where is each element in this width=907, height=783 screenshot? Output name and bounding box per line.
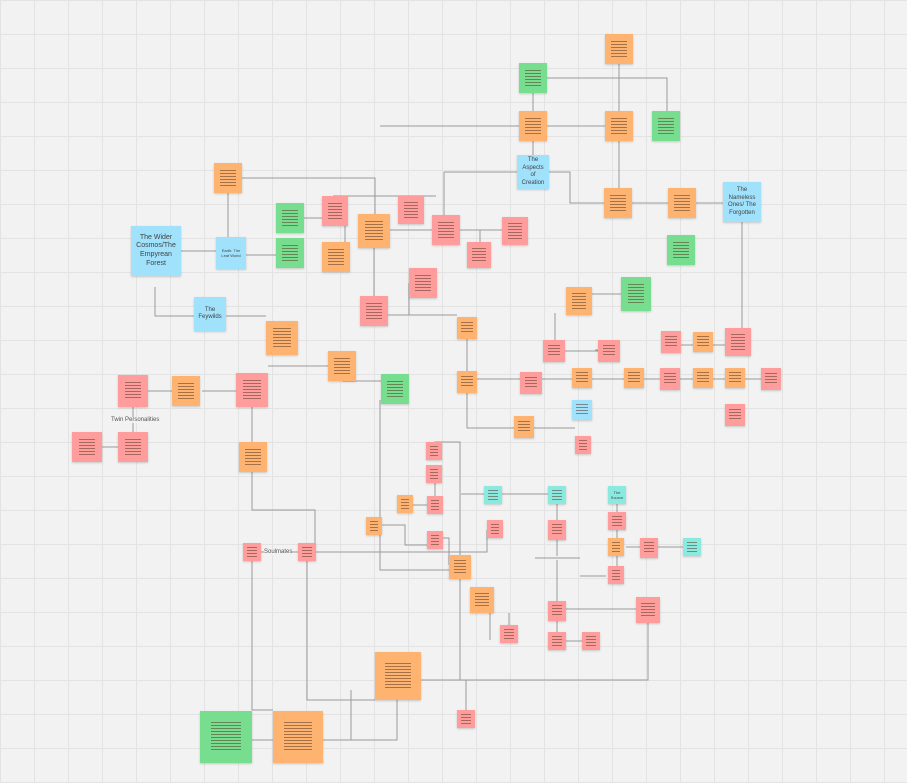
- sticky-note[interactable]: [548, 486, 566, 504]
- sticky-note[interactable]: [502, 217, 528, 245]
- sticky-note[interactable]: [457, 371, 477, 393]
- sticky-note[interactable]: [652, 111, 680, 141]
- sticky-note[interactable]: [426, 465, 442, 483]
- sticky-note[interactable]: [667, 235, 695, 265]
- sticky-note[interactable]: [608, 538, 624, 556]
- sticky-note[interactable]: [572, 400, 592, 420]
- sticky-note[interactable]: [470, 587, 494, 613]
- sticky-note[interactable]: [761, 368, 781, 390]
- sticky-note[interactable]: [660, 368, 680, 390]
- sticky-note[interactable]: [172, 376, 200, 406]
- sticky-note[interactable]: [72, 432, 102, 462]
- sticky-note-wider-cosmos[interactable]: The Wider Cosmos/The Empyrean Forest: [131, 226, 181, 276]
- sticky-note-nameless[interactable]: The Nameless Ones/ The Forgotten: [723, 182, 761, 222]
- connector-line[interactable]: [251, 561, 273, 711]
- connector-line[interactable]: [251, 472, 316, 543]
- sticky-note[interactable]: [548, 632, 566, 650]
- sticky-note[interactable]: [575, 436, 591, 454]
- sticky-note[interactable]: [266, 321, 298, 355]
- connector-line[interactable]: [306, 561, 375, 701]
- sticky-note[interactable]: [360, 296, 388, 326]
- sticky-note[interactable]: [484, 486, 502, 504]
- connector-line[interactable]: [466, 393, 575, 429]
- sticky-note-feywilds[interactable]: The Feywilds: [194, 297, 226, 331]
- sticky-note[interactable]: [487, 520, 503, 538]
- sticky-note[interactable]: [397, 495, 413, 513]
- sticky-note[interactable]: [725, 328, 751, 356]
- sticky-note[interactable]: [519, 63, 547, 93]
- connector-line[interactable]: [242, 177, 376, 214]
- sticky-note[interactable]: [432, 215, 460, 245]
- sticky-note[interactable]: [636, 597, 660, 623]
- sticky-note[interactable]: [624, 368, 644, 388]
- sticky-note[interactable]: [668, 188, 696, 218]
- sticky-note[interactable]: [640, 538, 658, 558]
- sticky-note[interactable]: [543, 340, 565, 362]
- sticky-note[interactable]: [725, 404, 745, 426]
- sticky-note[interactable]: [427, 496, 443, 514]
- sticky-note[interactable]: [514, 416, 534, 438]
- soulmates-label: Soulmates: [264, 549, 293, 555]
- sticky-note[interactable]: [200, 711, 252, 763]
- connector-line[interactable]: [154, 287, 194, 317]
- sticky-note[interactable]: [358, 214, 390, 248]
- sticky-note[interactable]: [598, 340, 620, 362]
- sticky-note[interactable]: [328, 351, 356, 381]
- sticky-note[interactable]: [236, 373, 268, 407]
- sticky-note-earth[interactable]: Earth: The Leaf World: [216, 237, 246, 269]
- sticky-note[interactable]: [548, 520, 566, 540]
- connector-line[interactable]: [379, 400, 470, 571]
- sticky-note[interactable]: [661, 331, 681, 353]
- sticky-note[interactable]: [118, 432, 148, 462]
- sticky-note[interactable]: [449, 555, 471, 579]
- sticky-note[interactable]: [457, 710, 475, 728]
- sticky-note[interactable]: [426, 442, 442, 460]
- sticky-note[interactable]: [566, 287, 592, 315]
- sticky-note[interactable]: [604, 188, 632, 218]
- sticky-note[interactable]: [467, 242, 491, 268]
- sticky-note[interactable]: [276, 203, 304, 233]
- sticky-note[interactable]: [381, 374, 409, 404]
- sticky-note[interactable]: [621, 277, 651, 311]
- sticky-note[interactable]: [693, 368, 713, 388]
- sticky-note[interactable]: [683, 538, 701, 556]
- sticky-note-aspects[interactable]: The Aspects of Creation: [517, 155, 549, 189]
- sticky-note[interactable]: [608, 566, 624, 584]
- sticky-note[interactable]: [322, 196, 348, 226]
- sticky-note[interactable]: [582, 632, 600, 650]
- sticky-note[interactable]: [548, 601, 566, 621]
- connector-line[interactable]: [382, 524, 427, 546]
- sticky-note[interactable]: [118, 375, 148, 407]
- sticky-note[interactable]: [398, 196, 424, 224]
- sticky-note[interactable]: [322, 242, 350, 272]
- sticky-note-source[interactable]: The Source: [608, 486, 626, 504]
- sticky-note[interactable]: [366, 517, 382, 535]
- connector-line[interactable]: [420, 623, 649, 681]
- sticky-note[interactable]: [409, 268, 437, 298]
- sticky-note[interactable]: [239, 442, 267, 472]
- sticky-note[interactable]: [427, 531, 443, 549]
- sticky-note[interactable]: [608, 512, 626, 530]
- sticky-note[interactable]: [298, 543, 316, 561]
- sticky-note[interactable]: [276, 238, 304, 268]
- connector-line[interactable]: [323, 690, 352, 741]
- sticky-note[interactable]: [273, 711, 323, 763]
- sticky-note[interactable]: [214, 163, 242, 193]
- twin-personalities-label: Twin Personalities: [111, 417, 160, 423]
- sticky-note[interactable]: [572, 368, 592, 388]
- sticky-note[interactable]: [457, 317, 477, 339]
- sticky-note[interactable]: [693, 332, 713, 352]
- sticky-note[interactable]: [243, 543, 261, 561]
- connector-line[interactable]: [547, 77, 668, 111]
- sticky-note[interactable]: [500, 625, 518, 643]
- connector-line[interactable]: [549, 171, 604, 204]
- sticky-note[interactable]: [605, 34, 633, 64]
- sticky-note[interactable]: [605, 111, 633, 141]
- sticky-note[interactable]: [725, 368, 745, 388]
- sticky-note[interactable]: [520, 372, 542, 394]
- sticky-note[interactable]: [375, 652, 421, 700]
- sticky-note[interactable]: [519, 111, 547, 141]
